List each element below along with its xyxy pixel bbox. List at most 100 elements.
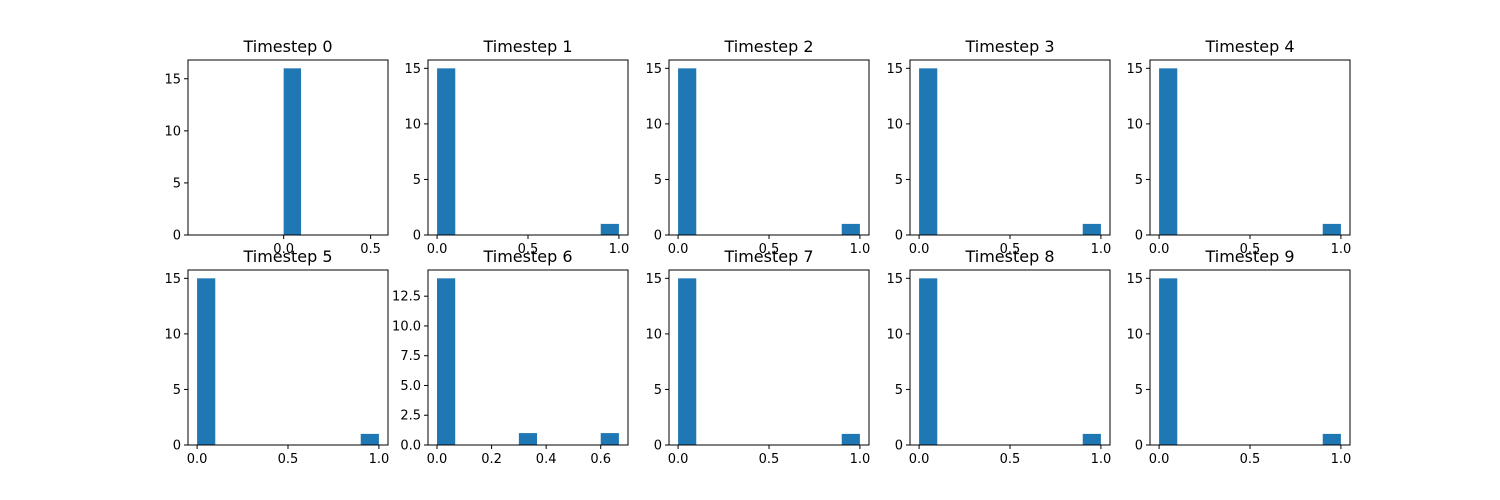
x-tick-label: 1.0 — [1331, 452, 1352, 467]
x-tick-label: 0.0 — [668, 242, 689, 257]
axes-frame — [668, 269, 870, 446]
y-tick-label: 10 — [404, 117, 421, 132]
y-tick-label: 5 — [413, 173, 421, 188]
y-tick-label: 15 — [164, 272, 181, 287]
x-tick-label: 0.5 — [360, 242, 381, 257]
histogram-panel-8: 0.0 0.5 1.0 0 5 10 15 Timestep 8 — [886, 247, 1111, 467]
y-tick-label: 5 — [654, 173, 662, 188]
histogram-panel-0: 0.0 0.5 0 5 10 15 Timestep 0 — [164, 37, 389, 257]
histogram-panel-4: 0.0 0.5 1.0 0 5 10 15 Timestep 4 — [1126, 37, 1351, 257]
histogram-bar — [600, 433, 619, 445]
y-tick-label: 0 — [413, 229, 421, 244]
x-tick-label: 0.5 — [759, 242, 780, 257]
x-tick-label: 1.0 — [1091, 452, 1112, 467]
y-tick-label: 5 — [173, 383, 181, 398]
x-tick-label: 1.0 — [369, 452, 390, 467]
histogram-bar — [437, 278, 456, 445]
x-tick-label: 0.0 — [1149, 452, 1170, 467]
axes-frame — [427, 59, 629, 236]
x-tick-label: 0.0 — [187, 452, 208, 467]
panel-title: Timestep 5 — [242, 247, 332, 266]
y-tick-label: 0 — [173, 439, 181, 454]
y-tick-label: 5 — [654, 383, 662, 398]
y-tick-label: 15 — [164, 72, 181, 87]
panel-title: Timestep 4 — [1204, 37, 1294, 56]
y-tick-label: 5 — [895, 173, 903, 188]
panel-title: Timestep 9 — [1204, 247, 1294, 266]
histogram-bar — [437, 68, 456, 235]
x-tick-label: 0.5 — [1240, 242, 1261, 257]
y-tick-label: 15 — [645, 272, 662, 287]
x-tick-label: 0.0 — [909, 452, 930, 467]
panel-title: Timestep 7 — [723, 247, 813, 266]
panel-title: Timestep 2 — [723, 37, 813, 56]
x-tick-label: 0.5 — [1240, 452, 1261, 467]
y-tick-label: 15 — [1126, 272, 1143, 287]
y-tick-label: 0 — [654, 439, 662, 454]
axes-frame — [187, 269, 389, 446]
y-tick-label: 10 — [645, 117, 662, 132]
histogram-bar — [1159, 68, 1178, 235]
histogram-panel-1: 0.0 0.5 1.0 0 5 10 15 Timestep 1 — [404, 37, 629, 257]
histogram-bar — [1082, 223, 1101, 235]
x-tick-label: 1.0 — [850, 242, 871, 257]
histogram-bar — [1159, 278, 1178, 445]
y-tick-label: 0 — [173, 229, 181, 244]
x-tick-label: 1.0 — [850, 452, 871, 467]
y-tick-label: 15 — [1126, 62, 1143, 77]
histogram-panel-9: 0.0 0.5 1.0 0 5 10 15 Timestep 9 — [1126, 247, 1351, 467]
x-tick-label: 0.6 — [590, 452, 611, 467]
x-tick-label: 1.0 — [609, 242, 630, 257]
histogram-bar — [919, 68, 938, 235]
panel-title: Timestep 8 — [964, 247, 1054, 266]
x-tick-label: 1.0 — [1331, 242, 1352, 257]
histogram-bar — [600, 223, 619, 235]
histogram-bar — [1322, 433, 1341, 445]
y-tick-label: 5 — [895, 383, 903, 398]
histogram-bar — [1082, 433, 1101, 445]
panel-title: Timestep 3 — [964, 37, 1054, 56]
histogram-bar — [283, 68, 302, 235]
y-tick-label: 10 — [645, 327, 662, 342]
x-tick-label: 0.0 — [1149, 242, 1170, 257]
x-tick-label: 0.2 — [481, 452, 502, 467]
axes-frame — [1149, 269, 1351, 446]
y-tick-label: 15 — [404, 62, 421, 77]
histogram-bar — [518, 433, 538, 445]
x-tick-label: 0.5 — [518, 242, 539, 257]
x-tick-label: 0.5 — [1000, 452, 1021, 467]
axes-frame — [668, 59, 870, 236]
y-tick-label: 7.5 — [400, 349, 421, 364]
y-tick-label: 0 — [1135, 439, 1143, 454]
y-tick-label: 12.5 — [392, 290, 421, 305]
x-tick-label: 0.5 — [1000, 242, 1021, 257]
histogram-bar — [919, 278, 938, 445]
axes-frame — [909, 269, 1111, 446]
histogram-bar — [678, 278, 697, 445]
x-tick-label: 0.4 — [536, 452, 557, 467]
histogram-panel-2: 0.0 0.5 1.0 0 5 10 15 Timestep 2 — [645, 37, 870, 257]
x-tick-label: 0.5 — [278, 452, 299, 467]
y-tick-label: 10 — [164, 327, 181, 342]
y-tick-label: 10 — [886, 327, 903, 342]
x-tick-label: 0.5 — [759, 452, 780, 467]
y-tick-label: 0 — [895, 439, 903, 454]
x-tick-label: 0.0 — [909, 242, 930, 257]
histogram-panel-3: 0.0 0.5 1.0 0 5 10 15 Timestep 3 — [886, 37, 1111, 257]
y-tick-label: 0 — [895, 229, 903, 244]
axes-frame — [427, 269, 629, 446]
histogram-panel-5: 0.0 0.5 1.0 0 5 10 15 Timestep 5 — [164, 247, 389, 467]
panel-title: Timestep 0 — [242, 37, 332, 56]
y-tick-label: 5 — [1135, 383, 1143, 398]
y-tick-label: 5 — [1135, 173, 1143, 188]
y-tick-label: 10 — [164, 124, 181, 139]
panel-title: Timestep 6 — [482, 247, 572, 266]
axes-frame — [1149, 59, 1351, 236]
y-tick-label: 0 — [1135, 229, 1143, 244]
histogram-panel-7: 0.0 0.5 1.0 0 5 10 15 Timestep 7 — [645, 247, 870, 467]
x-tick-label: 0.0 — [273, 242, 294, 257]
y-tick-label: 5 — [173, 176, 181, 191]
y-tick-label: 5.0 — [400, 379, 421, 394]
histogram-bar — [360, 433, 379, 445]
